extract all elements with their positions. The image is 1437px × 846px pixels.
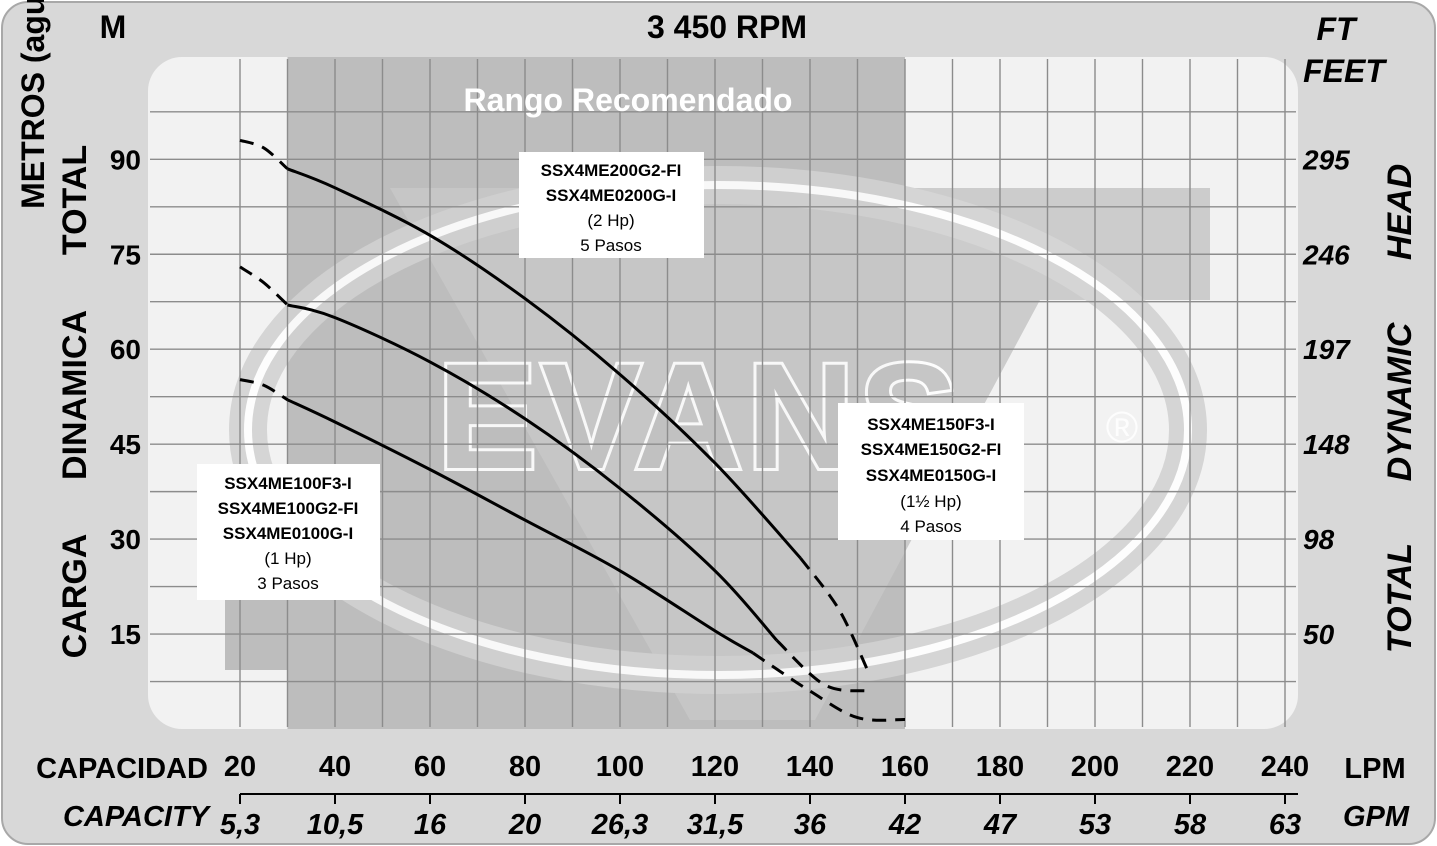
- x-axis2-tick-label: 53: [1079, 809, 1111, 841]
- x-axis-tick-label: 160: [881, 751, 929, 783]
- x-axis2-tick-label: 63: [1269, 809, 1301, 841]
- left-axis-tick-label: 15: [110, 619, 141, 650]
- x-axis-tick-label: 200: [1071, 751, 1119, 783]
- label-box-bg: [197, 464, 380, 600]
- x-axis2-tick-label: 31,5: [687, 809, 744, 841]
- right-axis-tick-label: 148: [1303, 429, 1350, 460]
- right-axis-ticks: 50 98 148 197 246 295: [1302, 144, 1351, 650]
- series-1-dashed-start: [239, 265, 289, 307]
- x-axis-tick-label: 80: [509, 751, 541, 783]
- series-1-line: [287, 303, 778, 642]
- recommended-range-label: Rango Recomendado: [464, 82, 793, 118]
- x-axis-tick-label: 20: [224, 751, 256, 783]
- left-axis-tick-label: 90: [110, 144, 141, 175]
- series-label-box-1-5hp: SSX4ME150F3-I SSX4ME150G2-FI SSX4ME0150G…: [838, 403, 1024, 540]
- series-power-label: (1½ Hp): [900, 492, 961, 511]
- x-axis2-tick-label: 58: [1174, 809, 1207, 841]
- series-stages-label: 4 Pasos: [900, 517, 961, 536]
- x-axis-tick-label: 220: [1166, 751, 1214, 783]
- right-axis-tick-label: 246: [1302, 239, 1350, 270]
- series-model-label: SSX4ME150G2-FI: [861, 440, 1002, 459]
- right-axis-tick-label: 98: [1303, 524, 1335, 555]
- right-axis-tick-label: 197: [1303, 334, 1351, 365]
- x-axis2-tick-label: 16: [414, 809, 447, 841]
- series-model-label: SSX4ME0150G-I: [866, 466, 996, 485]
- watermark-oval-inner: [244, 181, 1192, 679]
- right-axis-word-dynamic: DYNAMIC: [1381, 322, 1419, 481]
- x-axis-tick-label: 120: [691, 751, 739, 783]
- x-axis2-tick-label: 42: [888, 809, 921, 841]
- series-stages-label: 5 Pasos: [580, 236, 641, 255]
- x-axis-tick-label: 40: [319, 751, 351, 783]
- x-axis2-tick-label: 10,5: [307, 809, 364, 841]
- series-0-dashed-start: [239, 378, 289, 402]
- series-stages-label: 3 Pasos: [257, 574, 318, 593]
- left-axis-vertical-title: METROS (agua): [15, 0, 51, 209]
- x-axis-tick-label: 100: [596, 751, 644, 783]
- right-axis-word-head: HEAD: [1381, 164, 1419, 260]
- x-axis2-tick-label: 36: [794, 809, 827, 841]
- label-box-bg: [519, 152, 704, 258]
- left-axis-tick-label: 75: [110, 239, 141, 270]
- left-axis-tick-label: 60: [110, 334, 141, 365]
- series-model-label: SSX4ME200G2-FI: [541, 161, 682, 180]
- left-axis-unit: M: [100, 9, 127, 45]
- x-axis-tick-label: 240: [1261, 751, 1309, 783]
- x-axis2-tick-label: 20: [508, 809, 541, 841]
- x-axis2-unit: GPM: [1343, 801, 1410, 833]
- left-axis-tick-label: 30: [110, 524, 141, 555]
- right-axis-tick-label: 50: [1303, 619, 1335, 650]
- brand-watermark: EVANS ®: [229, 166, 1210, 720]
- series-model-label: SSX4ME0200G-I: [546, 186, 676, 205]
- x-axis-tick-label: 60: [414, 751, 446, 783]
- left-axis-word-carga: CARGA: [56, 534, 94, 659]
- right-axis-word-total: TOTAL: [1381, 543, 1419, 653]
- x-axis-tick-label: 140: [786, 751, 834, 783]
- series-label-box-1hp: SSX4ME100F3-I SSX4ME100G2-FI SSX4ME0100G…: [197, 464, 380, 600]
- label-box-bg: [838, 403, 1024, 540]
- left-axis-ticks: 15 30 45 60 75 90: [110, 144, 141, 650]
- chart-title: 3 450 RPM: [647, 9, 807, 45]
- x-axis-ticks: 20 40 60 80 100 120 140 160 180 200 220 240: [224, 751, 1309, 783]
- x-axis2-ticks: 5,3 10,5 16 20 26,3 31,5 36 42 47 53 58 63: [220, 794, 1301, 841]
- x-axis2-label: CAPACITY: [63, 801, 212, 833]
- right-axis-unit-ft: FT: [1316, 11, 1358, 47]
- left-axis-word-dinamica: DINAMICA: [56, 310, 94, 480]
- x-axis-unit: LPM: [1344, 753, 1405, 785]
- series-0-dashed-end: [752, 651, 906, 722]
- watermark-arrow: [390, 188, 1210, 720]
- series-1-dashed-end: [775, 639, 868, 693]
- series-2-dashed-start: [239, 138, 289, 170]
- series-model-label: SSX4ME0100G-I: [223, 524, 353, 543]
- x-axis2-tick-label: 47: [983, 809, 1018, 841]
- series-model-label: SSX4ME100F3-I: [224, 474, 352, 493]
- x-axis2-tick-label: 26,3: [591, 809, 648, 841]
- series-model-label: SSX4ME100G2-FI: [218, 499, 359, 518]
- x-axis-label: CAPACIDAD: [36, 753, 208, 785]
- x-axis2-tick-label: 5,3: [220, 809, 260, 841]
- right-axis-unit-feet: FEET: [1303, 53, 1387, 89]
- x-axis-tick-label: 180: [976, 751, 1024, 783]
- right-axis-tick-label: 295: [1302, 144, 1350, 175]
- series-0-line: [286, 398, 754, 655]
- pump-curves: [239, 138, 906, 722]
- series-2-line: [286, 167, 802, 560]
- series-model-label: SSX4ME150F3-I: [867, 415, 995, 434]
- series-power-label: (2 Hp): [587, 211, 634, 230]
- series-2-dashed-end: [799, 557, 869, 670]
- left-axis-word-total: TOTAL: [56, 145, 94, 255]
- left-axis-tick-label: 45: [110, 429, 141, 460]
- series-label-box-2hp: SSX4ME200G2-FI SSX4ME0200G-I (2 Hp) 5 Pa…: [519, 152, 704, 258]
- series-power-label: (1 Hp): [264, 549, 311, 568]
